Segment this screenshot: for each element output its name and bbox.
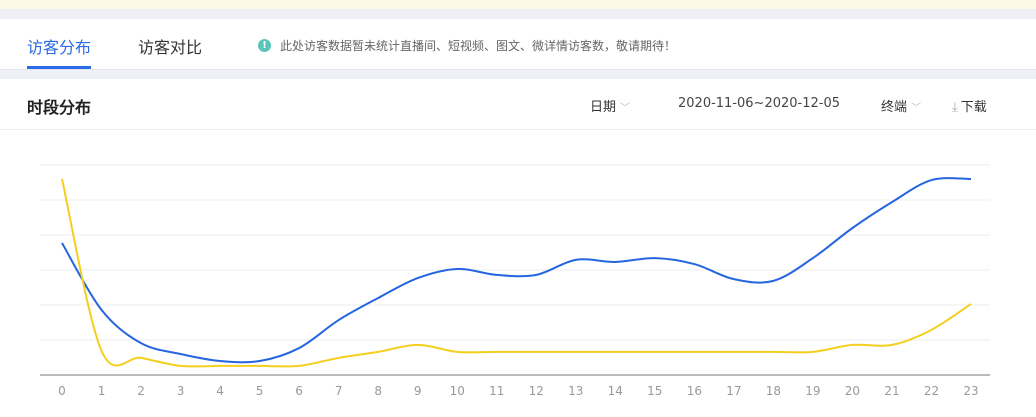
section-title: 时段分布 (27, 98, 92, 117)
notice-text: 此处访客数据暂未统计直播间、短视频、图文、微详情访客数，敬请期待！ (280, 39, 677, 53)
series-line-blue (61, 177, 972, 364)
x-tick-label: 23 (963, 384, 978, 398)
x-tick-label: 8 (374, 384, 382, 398)
x-tick-label: 9 (414, 384, 422, 398)
top-banner (0, 0, 1036, 9)
x-tick-label: 7 (335, 384, 343, 398)
x-tick-label: 18 (766, 384, 781, 398)
x-tick-label: 11 (489, 384, 504, 398)
date-dropdown[interactable]: 日期 ﹀ (590, 96, 630, 115)
x-tick-label: 6 (295, 384, 303, 398)
x-tick-label: 19 (805, 384, 820, 398)
x-tick-label: 22 (924, 384, 939, 398)
x-tick-label: 12 (529, 384, 544, 398)
x-tick-label: 2 (137, 384, 145, 398)
tab-visitor-distribution[interactable]: 访客分布 (27, 34, 92, 69)
x-tick-label: 15 (647, 384, 662, 398)
terminal-label: 终端 (881, 100, 908, 115)
x-tick-label: 4 (216, 384, 224, 398)
x-tick-label: 3 (177, 384, 185, 398)
x-tick-label: 14 (608, 384, 623, 398)
date-range-picker[interactable]: 2020-11-06~2020-12-05 (678, 96, 840, 111)
x-tick-label: 17 (726, 384, 741, 398)
date-label: 日期 (590, 100, 617, 115)
divider (0, 70, 1036, 79)
chevron-down-icon: ﹀ (620, 103, 631, 114)
x-tick-label: 16 (687, 384, 702, 398)
chevron-down-icon: ﹀ (911, 103, 922, 114)
divider (0, 9, 1036, 19)
download-button[interactable]: ⤓ 下载 (952, 96, 987, 115)
x-tick-label: 0 (58, 384, 66, 398)
info-icon: ! (258, 39, 271, 52)
x-tick-label: 21 (884, 384, 899, 398)
tab-bar: 访客分布 访客对比 ! 此处访客数据暂未统计直播间、短视频、图文、微详情访客数，… (0, 19, 1036, 70)
notice: ! 此处访客数据暂未统计直播间、短视频、图文、微详情访客数，敬请期待！ (258, 37, 676, 54)
x-tick-label: 10 (450, 384, 465, 398)
time-distribution-chart: 0 1 2 3 4 5 6 7 8 9 10 11 12 13 14 15 16 17 18 19 20 21 22 23 (40, 164, 990, 398)
x-tick-label: 13 (568, 384, 583, 398)
terminal-dropdown[interactable]: 终端 ﹀ (881, 96, 921, 115)
x-tick-label: 5 (256, 384, 264, 398)
series-line-yellow (61, 178, 972, 368)
x-tick-label: 20 (845, 384, 860, 398)
download-label: 下载 (960, 100, 987, 115)
download-icon: ⤓ (952, 100, 958, 115)
x-tick-label: 1 (98, 384, 106, 398)
tab-visitor-comparison[interactable]: 访客对比 (138, 38, 203, 57)
section-header: 时段分布 日期 ﹀ 2020-11-06~2020-12-05 终端 ﹀ ⤓ 下载 (0, 79, 1036, 130)
